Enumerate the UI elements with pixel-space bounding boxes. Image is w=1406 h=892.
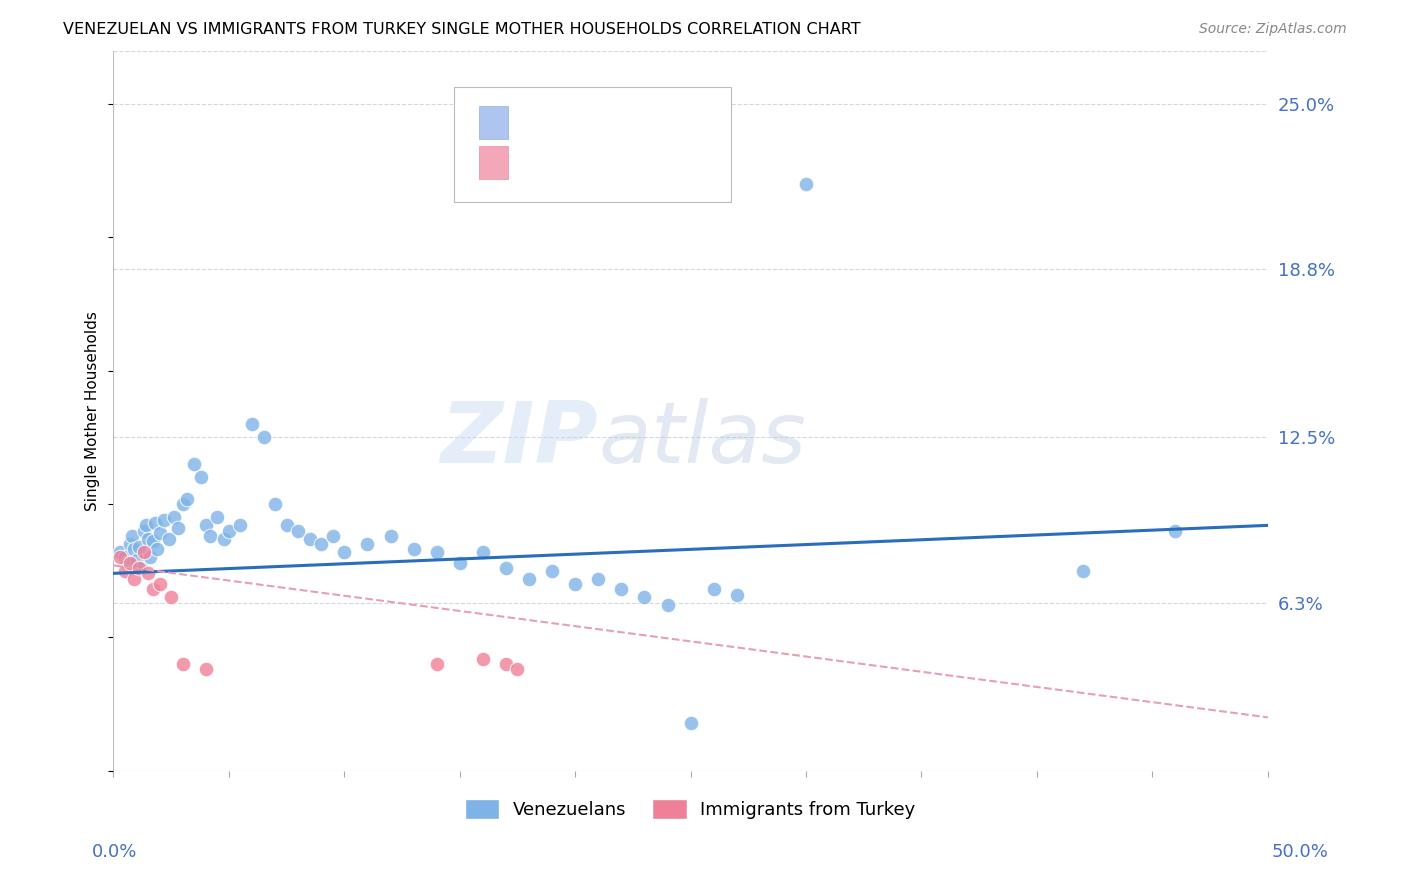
Text: VENEZUELAN VS IMMIGRANTS FROM TURKEY SINGLE MOTHER HOUSEHOLDS CORRELATION CHART: VENEZUELAN VS IMMIGRANTS FROM TURKEY SIN… <box>63 22 860 37</box>
Point <box>495 657 517 671</box>
Point <box>149 526 172 541</box>
Text: -0.257: -0.257 <box>555 153 616 171</box>
FancyBboxPatch shape <box>454 87 731 202</box>
Point <box>129 561 152 575</box>
Point <box>322 529 344 543</box>
Point <box>276 518 298 533</box>
FancyBboxPatch shape <box>479 146 508 178</box>
Legend: Venezuelans, Immigrants from Turkey: Venezuelans, Immigrants from Turkey <box>458 793 922 827</box>
Point <box>143 516 166 530</box>
Point <box>125 553 148 567</box>
Text: atlas: atlas <box>599 398 806 481</box>
Point <box>703 582 725 597</box>
Point <box>229 518 252 533</box>
Point <box>506 662 529 676</box>
Text: N = 60: N = 60 <box>631 113 690 131</box>
Point <box>298 532 321 546</box>
Point <box>200 529 222 543</box>
Point <box>356 537 378 551</box>
Point <box>333 545 356 559</box>
Point <box>495 561 517 575</box>
Point <box>142 534 165 549</box>
Point <box>218 524 240 538</box>
Point <box>449 556 471 570</box>
Point <box>132 545 155 559</box>
FancyBboxPatch shape <box>479 106 508 138</box>
Point <box>149 577 172 591</box>
Point <box>122 572 145 586</box>
Point <box>264 497 287 511</box>
Point <box>110 545 132 559</box>
Point <box>240 417 263 431</box>
Point <box>183 457 205 471</box>
Point <box>121 529 143 543</box>
Point <box>471 545 494 559</box>
Point <box>128 561 150 575</box>
Point <box>252 430 274 444</box>
Point <box>146 542 169 557</box>
Text: R =: R = <box>522 153 551 171</box>
Point <box>110 550 132 565</box>
Point <box>679 715 702 730</box>
Point <box>207 510 229 524</box>
Point <box>190 470 212 484</box>
Point <box>136 532 159 546</box>
Point <box>167 521 190 535</box>
Point <box>471 651 494 665</box>
Point <box>426 545 449 559</box>
Point <box>794 177 817 191</box>
Point <box>162 510 184 524</box>
Point <box>176 491 198 506</box>
Point <box>287 524 309 538</box>
Text: Source: ZipAtlas.com: Source: ZipAtlas.com <box>1199 22 1347 37</box>
Point <box>194 662 217 676</box>
Point <box>157 532 180 546</box>
Point <box>610 582 633 597</box>
Point <box>564 577 586 591</box>
Y-axis label: Single Mother Households: Single Mother Households <box>86 310 100 510</box>
Point <box>118 556 141 570</box>
Point <box>214 532 236 546</box>
Text: ZIP: ZIP <box>440 398 599 481</box>
Point <box>517 572 540 586</box>
Text: N = 16: N = 16 <box>631 153 690 171</box>
Point <box>142 582 165 597</box>
Point <box>132 524 155 538</box>
Point <box>153 513 176 527</box>
Point <box>1071 564 1094 578</box>
Text: 0.0%: 0.0% <box>91 843 136 861</box>
Point <box>118 537 141 551</box>
Point <box>1164 524 1187 538</box>
Point <box>380 529 402 543</box>
Point <box>402 542 425 557</box>
Point <box>309 537 332 551</box>
Point <box>657 599 679 613</box>
Point <box>426 657 449 671</box>
Point <box>633 591 655 605</box>
Point <box>139 550 162 565</box>
Point <box>194 518 217 533</box>
Point <box>135 518 157 533</box>
Point <box>160 591 183 605</box>
Point <box>128 540 150 554</box>
Point <box>588 572 610 586</box>
Text: 0.113: 0.113 <box>569 113 620 131</box>
Point <box>122 542 145 557</box>
Point <box>114 564 136 578</box>
Text: 50.0%: 50.0% <box>1272 843 1329 861</box>
Point <box>114 550 136 565</box>
Point <box>172 657 194 671</box>
Point <box>117 556 139 570</box>
Point <box>725 588 748 602</box>
Point <box>541 564 564 578</box>
Point <box>172 497 194 511</box>
Text: R =: R = <box>522 113 551 131</box>
Point <box>136 566 159 581</box>
